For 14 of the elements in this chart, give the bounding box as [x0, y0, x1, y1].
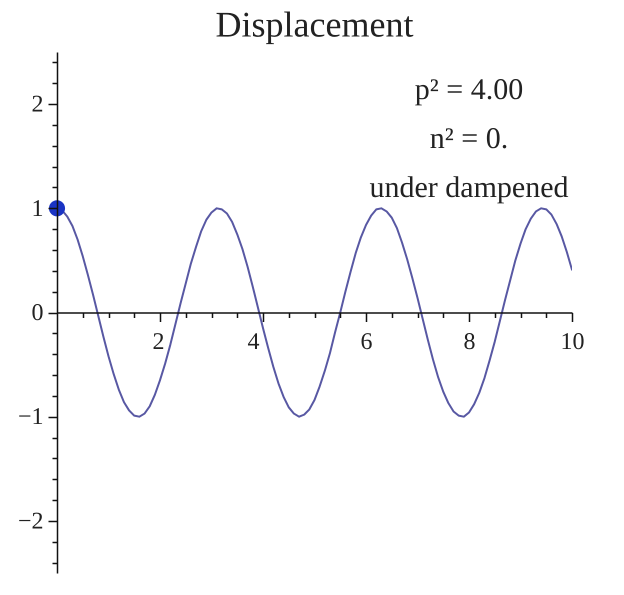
- x-tick-label: 4: [248, 329, 260, 355]
- annotation: n² = 0.: [430, 122, 508, 155]
- y-tick-label: −1: [18, 404, 44, 430]
- x-tick-label: 10: [560, 329, 584, 355]
- y-tick-label: 0: [32, 300, 44, 326]
- annotation: under dampened: [369, 171, 569, 204]
- y-tick-label: 1: [32, 196, 44, 222]
- y-tick-label: −2: [18, 508, 44, 534]
- y-tick-label: 2: [32, 92, 44, 118]
- x-tick-label: 6: [360, 329, 372, 355]
- x-tick-label: 8: [464, 329, 476, 355]
- chart-title: Displacement: [216, 4, 414, 44]
- annotation: p² = 4.00: [414, 73, 524, 106]
- x-tick-label: 2: [152, 329, 164, 355]
